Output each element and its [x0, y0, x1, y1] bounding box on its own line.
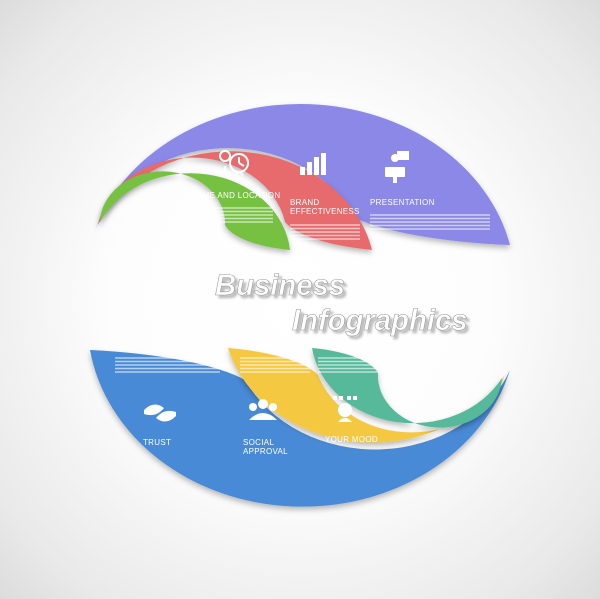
brand-label: BRAND [290, 198, 320, 207]
social-label: APPROVAL [243, 447, 288, 456]
trust-label: TRUST [143, 438, 171, 447]
title-block: Business Infographics [215, 270, 468, 337]
mood-label: YOUR MOOD [325, 435, 378, 444]
title-line-2: Infographics [292, 305, 468, 337]
title-line-1: Business [215, 270, 345, 302]
infographic-canvas: PRESENTATION BRANDEFFECTIVENESS TIME AND L… [0, 0, 600, 599]
presentation-label: PRESENTATION [370, 198, 435, 207]
social-label: SOCIAL [243, 438, 274, 447]
brand-label: EFFECTIVENESS [290, 207, 360, 216]
time-label: TIME AND LOCATION [195, 191, 280, 200]
